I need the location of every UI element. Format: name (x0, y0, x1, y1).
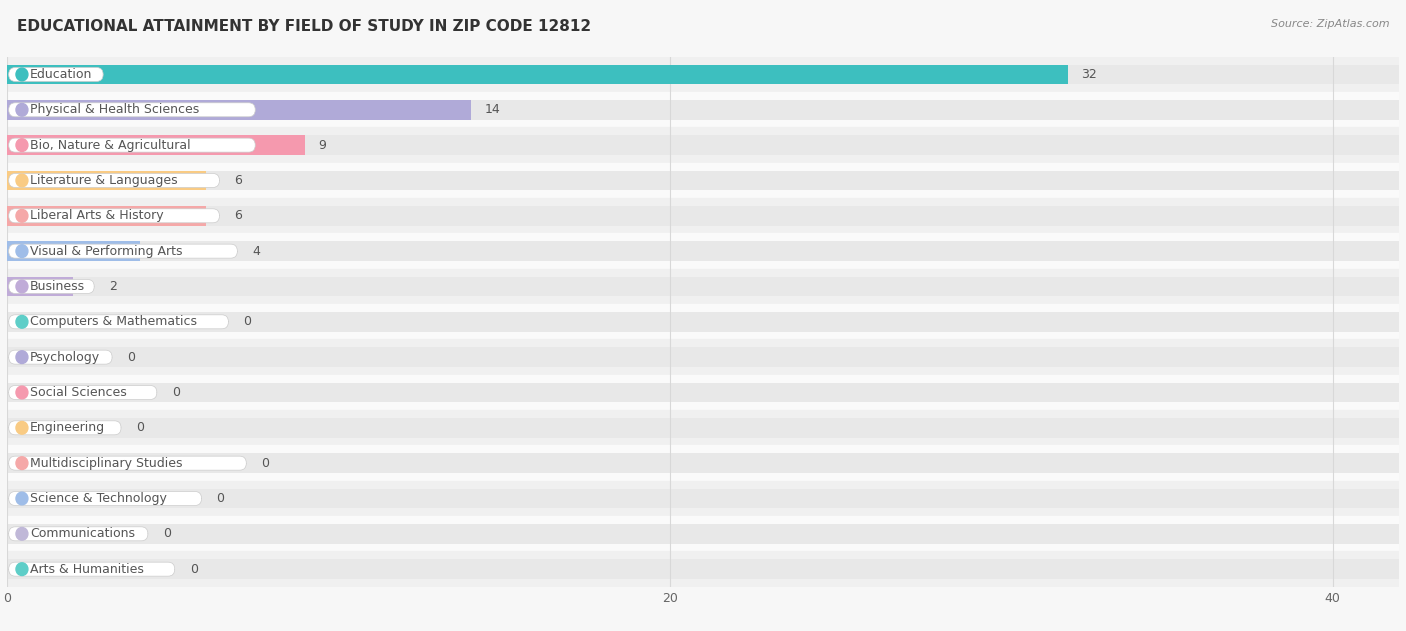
Bar (7, 277, 73, 296)
Text: 4: 4 (252, 245, 260, 257)
Circle shape (15, 386, 28, 399)
FancyBboxPatch shape (8, 421, 121, 435)
Bar (7, 269, 1399, 304)
FancyBboxPatch shape (8, 386, 157, 399)
Bar (7, 418, 1399, 437)
Bar (7, 136, 1399, 155)
Circle shape (15, 492, 28, 505)
Circle shape (15, 351, 28, 363)
FancyBboxPatch shape (8, 103, 256, 117)
FancyBboxPatch shape (8, 244, 238, 258)
Text: Business: Business (31, 280, 86, 293)
Bar (7, 481, 1399, 516)
Text: 0: 0 (190, 563, 198, 575)
Text: Source: ZipAtlas.com: Source: ZipAtlas.com (1271, 19, 1389, 29)
Circle shape (15, 174, 28, 187)
FancyBboxPatch shape (8, 174, 219, 187)
FancyBboxPatch shape (8, 527, 148, 541)
Bar (7, 171, 205, 190)
Bar (7, 312, 1399, 331)
Circle shape (15, 103, 28, 116)
Bar (7, 516, 1399, 551)
Text: Science & Technology: Science & Technology (31, 492, 167, 505)
Bar (7, 100, 1399, 119)
Circle shape (15, 280, 28, 293)
Text: 0: 0 (127, 351, 135, 363)
Text: 0: 0 (136, 422, 143, 434)
Bar (7, 383, 1399, 402)
Circle shape (15, 139, 28, 151)
Text: Communications: Communications (31, 528, 135, 540)
Bar (7, 136, 305, 155)
Bar (7, 57, 1399, 92)
Bar (7, 233, 1399, 269)
Bar (7, 277, 1399, 296)
Bar (7, 65, 1399, 84)
Bar (7, 454, 1399, 473)
Bar (7, 560, 1399, 579)
FancyBboxPatch shape (8, 456, 246, 470)
Text: Liberal Arts & History: Liberal Arts & History (31, 209, 165, 222)
Circle shape (15, 563, 28, 575)
Bar (7, 242, 1399, 261)
Bar (7, 551, 1399, 587)
Circle shape (15, 209, 28, 222)
Text: EDUCATIONAL ATTAINMENT BY FIELD OF STUDY IN ZIP CODE 12812: EDUCATIONAL ATTAINMENT BY FIELD OF STUDY… (17, 19, 591, 34)
Bar (7, 206, 205, 225)
Bar (7, 198, 1399, 233)
Bar (7, 127, 1399, 163)
Circle shape (15, 528, 28, 540)
Circle shape (15, 245, 28, 257)
Text: Computers & Mathematics: Computers & Mathematics (31, 316, 197, 328)
Text: Literature & Languages: Literature & Languages (31, 174, 177, 187)
Bar (7, 304, 1399, 339)
FancyBboxPatch shape (8, 315, 228, 329)
Text: 32: 32 (1081, 68, 1097, 81)
Text: Psychology: Psychology (31, 351, 100, 363)
Bar (7, 242, 139, 261)
Text: Visual & Performing Arts: Visual & Performing Arts (31, 245, 183, 257)
Bar (7, 339, 1399, 375)
Text: Education: Education (31, 68, 93, 81)
Circle shape (15, 316, 28, 328)
Text: Multidisciplinary Studies: Multidisciplinary Studies (31, 457, 183, 469)
FancyBboxPatch shape (8, 209, 219, 223)
Bar (7, 375, 1399, 410)
Bar (7, 489, 1399, 508)
FancyBboxPatch shape (8, 492, 201, 505)
Text: 6: 6 (235, 209, 242, 222)
Circle shape (15, 68, 28, 81)
FancyBboxPatch shape (8, 280, 94, 293)
Circle shape (15, 457, 28, 469)
Bar (7, 410, 1399, 445)
Bar (7, 92, 1399, 127)
Text: 0: 0 (243, 316, 252, 328)
FancyBboxPatch shape (8, 68, 103, 81)
Text: Bio, Nature & Agricultural: Bio, Nature & Agricultural (31, 139, 191, 151)
Bar (7, 445, 1399, 481)
Text: 0: 0 (163, 528, 170, 540)
Text: 6: 6 (235, 174, 242, 187)
Text: Engineering: Engineering (31, 422, 105, 434)
FancyBboxPatch shape (8, 138, 256, 152)
Text: Physical & Health Sciences: Physical & Health Sciences (31, 103, 200, 116)
Bar (7, 524, 1399, 543)
FancyBboxPatch shape (8, 350, 112, 364)
FancyBboxPatch shape (8, 562, 174, 576)
Bar (7, 348, 1399, 367)
Text: Arts & Humanities: Arts & Humanities (31, 563, 143, 575)
Text: 0: 0 (172, 386, 180, 399)
Text: Social Sciences: Social Sciences (31, 386, 127, 399)
Bar (7, 65, 1067, 84)
Circle shape (15, 422, 28, 434)
Bar (7, 100, 471, 119)
Text: 0: 0 (217, 492, 225, 505)
Bar (7, 171, 1399, 190)
Text: 9: 9 (319, 139, 326, 151)
Bar (7, 206, 1399, 225)
Text: 14: 14 (484, 103, 501, 116)
Text: 0: 0 (262, 457, 269, 469)
Bar (7, 163, 1399, 198)
Text: 2: 2 (110, 280, 117, 293)
